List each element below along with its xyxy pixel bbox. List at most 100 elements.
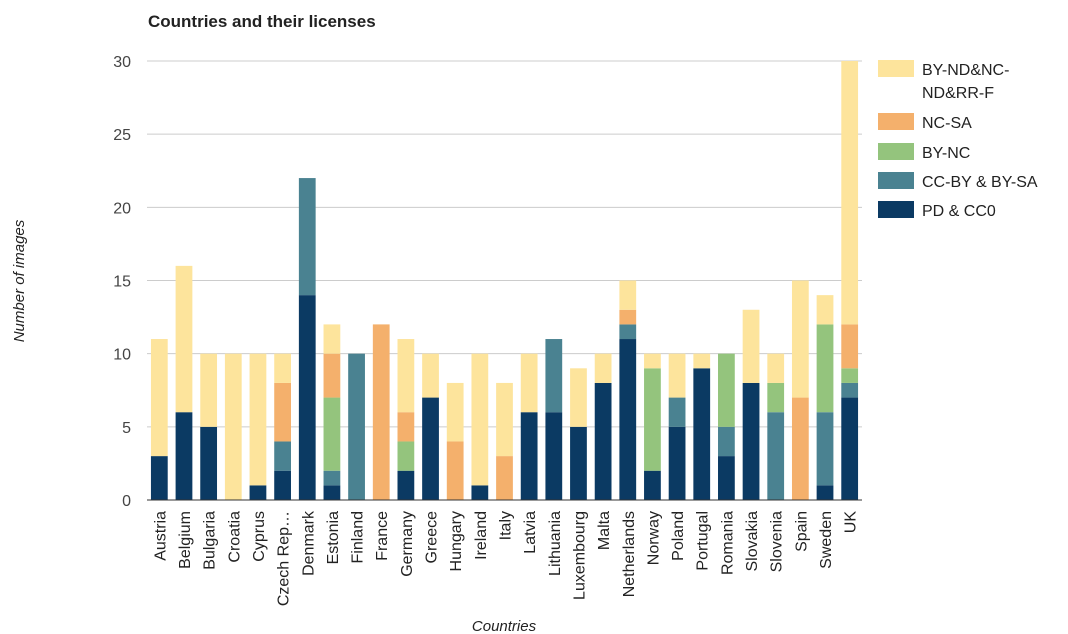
bar-stack-hungary (446, 382, 464, 500)
bar-segment-by-nd-nc-nd-rr-f (200, 353, 218, 427)
x-tick-label: Czech Rep… (276, 511, 293, 606)
bar-stack-norway (644, 353, 661, 500)
bar-segment-nc-sa (372, 324, 390, 500)
bar-segment-pd-cc0 (150, 456, 168, 500)
legend-label: BY-ND&NC- (922, 62, 1009, 79)
x-tick-label: Germany (399, 511, 416, 577)
bar-stack-poland (668, 353, 686, 500)
bar-segment-by-nc (816, 324, 834, 413)
legend-swatch (878, 113, 914, 130)
bar-segment-by-nd-nc-nd-rr-f (668, 353, 686, 398)
bar-segment-pd-cc0 (594, 382, 612, 500)
y-tick-label: 20 (113, 200, 131, 217)
bar-segment-by-nd-nc-nd-rr-f (422, 353, 439, 398)
x-tick-label: Spain (793, 511, 810, 552)
bar-segment-nc-sa (791, 397, 809, 500)
x-tick-label: Austria (152, 511, 169, 561)
bar-stack-czech-rep- (274, 353, 291, 500)
x-tick-label: Slovakia (744, 511, 761, 572)
bar-stack-cyprus (249, 353, 267, 500)
bar-segment-by-nd-nc-nd-rr-f (791, 280, 809, 398)
x-tick-label: Cyprus (251, 511, 268, 562)
bar-segment-nc-sa (323, 353, 341, 398)
bar-stack-finland (348, 353, 365, 500)
bar-segment-by-nd-nc-nd-rr-f (249, 353, 267, 486)
x-tick-label: Latvia (522, 511, 539, 554)
bar-segment-pd-cc0 (693, 368, 711, 500)
legend-label: BY-NC (922, 145, 970, 162)
y-tick-label: 30 (113, 54, 131, 71)
x-tick-label: Estonia (325, 511, 342, 564)
x-tick-label: Belgium (177, 511, 194, 569)
legend-label: CC-BY & BY-SA (922, 174, 1038, 191)
x-tick-label: Portugal (695, 511, 712, 571)
x-tick-label: Malta (596, 511, 613, 550)
bar-segment-pd-cc0 (718, 456, 735, 500)
bar-segment-cc-by-by-sa (668, 397, 686, 427)
bar-stack-croatia (224, 353, 242, 500)
bars (150, 61, 859, 500)
bar-segment-cc-by-by-sa (767, 412, 785, 500)
x-tick-label: Ireland (473, 511, 490, 560)
bar-segment-by-nd-nc-nd-rr-f (150, 339, 168, 457)
bar-segment-by-nd-nc-nd-rr-f (816, 295, 834, 325)
bar-segment-by-nd-nc-nd-rr-f (767, 353, 785, 383)
x-tick-label: Bulgaria (202, 511, 219, 570)
bar-segment-cc-by-by-sa (348, 353, 365, 500)
bar-stack-slovakia (742, 309, 760, 500)
bar-stack-slovenia (767, 353, 785, 500)
legend-swatch (878, 201, 914, 218)
bar-segment-nc-sa (841, 324, 859, 369)
y-tick-label: 0 (122, 493, 131, 510)
bar-segment-pd-cc0 (175, 412, 193, 500)
x-axis-ticks: Austria Belgium Bulgaria Croatia Cyprus Czech… (152, 510, 859, 606)
x-tick-label: UK (843, 511, 860, 534)
bar-stack-france (372, 324, 390, 500)
bar-segment-pd-cc0 (668, 426, 686, 500)
bar-segment-pd-cc0 (841, 397, 859, 500)
y-tick-label: 5 (122, 420, 131, 437)
bar-segment-cc-by-by-sa (718, 426, 735, 457)
bar-stack-bulgaria (200, 353, 218, 500)
x-tick-label: Italy (498, 511, 515, 540)
bar-segment-pd-cc0 (323, 485, 341, 500)
x-tick-label: Denmark (300, 510, 317, 576)
bar-segment-cc-by-by-sa (298, 178, 316, 296)
bar-stack-romania (718, 353, 735, 500)
bar-stack-uk (841, 61, 859, 500)
bar-segment-by-nc (718, 353, 735, 427)
bar-segment-by-nc (644, 368, 661, 471)
bar-stack-ireland (471, 353, 489, 500)
bar-segment-pd-cc0 (397, 470, 415, 500)
bar-segment-pd-cc0 (249, 485, 267, 500)
bar-stack-latvia (520, 353, 538, 500)
bar-segment-by-nc (323, 397, 341, 471)
bar-segment-by-nd-nc-nd-rr-f (496, 382, 513, 457)
bar-segment-pd-cc0 (742, 382, 760, 500)
x-tick-label: Luxembourg (571, 511, 588, 600)
chart-title: Countries and their licenses (148, 12, 376, 31)
bar-segment-pd-cc0 (298, 295, 316, 500)
bar-segment-by-nc (767, 382, 785, 413)
x-tick-label: Greece (424, 511, 441, 564)
bar-segment-nc-sa (619, 309, 637, 325)
bar-segment-cc-by-by-sa (545, 339, 563, 413)
bar-stack-belgium (175, 265, 193, 500)
x-tick-label: Poland (670, 511, 687, 561)
x-tick-label: Croatia (226, 511, 243, 563)
y-axis-ticks: 0 5 10 15 20 25 30 (113, 54, 131, 510)
x-tick-label: Sweden (818, 511, 835, 569)
bar-stack-greece (422, 353, 439, 500)
bar-segment-pd-cc0 (422, 397, 439, 500)
bar-segment-nc-sa (496, 456, 513, 500)
bar-stack-spain (791, 280, 809, 500)
bar-segment-pd-cc0 (619, 339, 637, 500)
x-tick-label: France (374, 511, 391, 561)
bar-segment-by-nd-nc-nd-rr-f (446, 382, 464, 442)
bar-segment-pd-cc0 (570, 426, 587, 500)
bar-segment-by-nc (841, 368, 859, 383)
bar-segment-cc-by-by-sa (323, 470, 341, 486)
bar-segment-by-nd-nc-nd-rr-f (841, 61, 859, 325)
bar-segment-nc-sa (397, 412, 415, 442)
